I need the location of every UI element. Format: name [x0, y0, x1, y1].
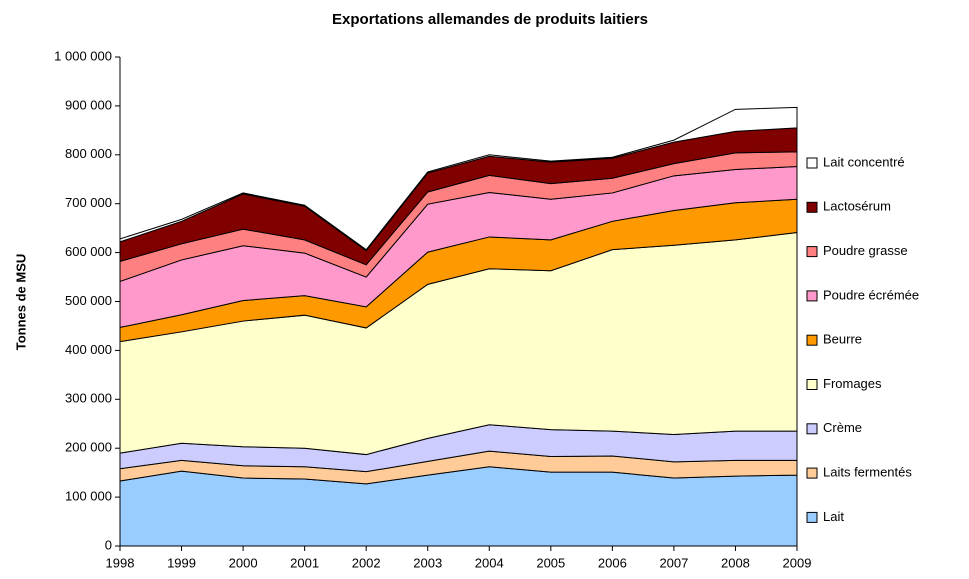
- legend-label: Poudre écrémée: [823, 287, 919, 302]
- y-tick-label: 1 000 000: [54, 48, 112, 63]
- y-axis-label: Tonnes de MSU: [13, 254, 28, 351]
- area: [119, 466, 798, 547]
- legend-swatch: [806, 157, 818, 169]
- legend-label: Laits fermentés: [823, 465, 912, 480]
- legend-label: Beurre: [823, 332, 862, 347]
- legend-swatch: [806, 511, 818, 523]
- y-tick-label: 300 000: [65, 391, 112, 406]
- x-tick-label: 1998: [106, 555, 135, 570]
- x-tick-label: 2005: [536, 555, 565, 570]
- y-tick-label: 200 000: [65, 440, 112, 455]
- x-tick-label: 2002: [352, 555, 381, 570]
- legend-swatch: [806, 290, 818, 302]
- legend-swatch: [806, 467, 818, 479]
- x-tick-label: 2004: [475, 555, 504, 570]
- legend-label: Lait: [823, 509, 844, 524]
- legend-label: Poudre grasse: [823, 243, 908, 258]
- x-tick-label: 2008: [721, 555, 750, 570]
- y-tick-label: 400 000: [65, 342, 112, 357]
- y-tick-label: 800 000: [65, 146, 112, 161]
- y-tick-label: 600 000: [65, 244, 112, 259]
- y-tick-label: 0: [105, 537, 112, 552]
- legend-swatch: [806, 246, 818, 258]
- legend-label: Crème: [823, 420, 862, 435]
- y-tick-label: 500 000: [65, 293, 112, 308]
- y-tick-label: 700 000: [65, 195, 112, 210]
- x-tick-label: 2001: [290, 555, 319, 570]
- y-tick-label: 100 000: [65, 489, 112, 504]
- area: [119, 106, 798, 252]
- legend-swatch: [806, 423, 818, 435]
- x-tick-label: 2003: [413, 555, 442, 570]
- legend-swatch: [806, 379, 818, 390]
- x-tick-label: 2009: [783, 555, 812, 570]
- legend-swatch: [806, 334, 818, 346]
- legend-swatch: [806, 201, 818, 213]
- y-tick-label: 900 000: [65, 97, 112, 112]
- x-tick-label: 2000: [229, 555, 258, 570]
- chart-title: Exportations allemandes de produits lait…: [332, 11, 648, 28]
- x-tick-label: 2006: [598, 555, 627, 570]
- legend-label: Fromages: [823, 376, 882, 391]
- x-tick-label: 1999: [167, 555, 196, 570]
- x-tick-label: 2007: [659, 555, 688, 570]
- legend-label: Lait concentré: [823, 154, 905, 169]
- legend-label: Lactosérum: [823, 199, 891, 214]
